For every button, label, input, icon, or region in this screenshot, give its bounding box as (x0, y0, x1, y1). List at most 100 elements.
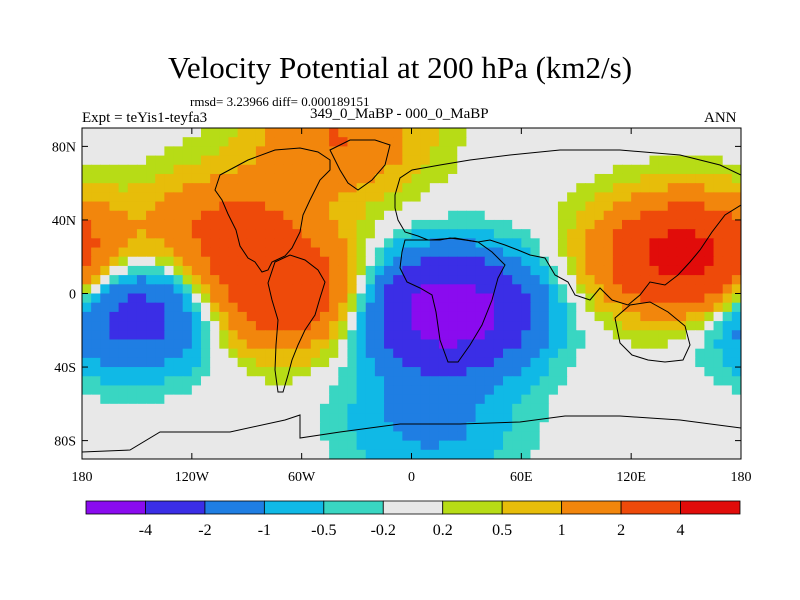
field-cell (402, 284, 413, 295)
field-cell (411, 293, 422, 304)
field-cell (640, 219, 651, 230)
field-cell (118, 247, 129, 258)
field-cell (438, 137, 449, 147)
field-cell (100, 229, 111, 239)
field-cell (704, 146, 715, 157)
field-cell (612, 146, 623, 157)
field-cell (512, 183, 522, 193)
field-cell (173, 339, 184, 350)
field-cell (82, 164, 92, 175)
field-cell (118, 357, 129, 368)
field-cell (301, 164, 312, 175)
field-cell (667, 275, 678, 285)
field-cell (548, 247, 559, 258)
field-cell (319, 403, 330, 414)
field-cell (695, 173, 705, 184)
field-cell (539, 247, 550, 258)
field-cell (338, 192, 349, 203)
field-cell (237, 422, 248, 433)
field-cell (722, 431, 733, 442)
field-cell (466, 357, 477, 368)
field-cell (329, 256, 339, 267)
field-cell (219, 275, 230, 285)
field-cell (658, 229, 669, 239)
field-cell (548, 238, 559, 249)
field-cell (265, 376, 275, 387)
field-cell (686, 284, 696, 295)
field-cell (521, 422, 532, 433)
field-cell (191, 413, 202, 423)
field-cell (475, 376, 486, 387)
field-cell (155, 431, 165, 442)
field-cell (136, 321, 147, 331)
field-cell (429, 210, 440, 221)
field-cell (493, 164, 504, 175)
field-cell (237, 376, 248, 387)
field-cell (283, 284, 294, 295)
field-cell (301, 357, 312, 368)
field-cell (384, 367, 394, 377)
field-cell (631, 275, 641, 285)
field-cell (612, 431, 623, 442)
field-cell (521, 339, 532, 350)
field-cell (429, 413, 440, 423)
field-cell (539, 422, 550, 433)
field-cell (265, 137, 275, 147)
field-cell (292, 440, 303, 451)
field-cell (173, 201, 184, 212)
field-cell (109, 219, 120, 230)
field-cell (283, 413, 294, 423)
field-cell (484, 413, 495, 423)
field-cell (127, 275, 138, 285)
field-cell (466, 201, 477, 212)
field-cell (329, 440, 339, 451)
field-cell (503, 238, 513, 249)
field-cell (667, 376, 678, 387)
field-cell (603, 229, 614, 239)
field-cell (356, 357, 367, 368)
field-cell (100, 164, 111, 175)
field-cell (109, 173, 120, 184)
field-cell (567, 219, 577, 230)
field-cell (127, 146, 138, 157)
field-cell (237, 247, 248, 258)
field-cell (246, 265, 257, 276)
field-cell (411, 330, 422, 341)
field-cell (686, 155, 696, 166)
field-cell (356, 155, 367, 166)
field-cell (658, 376, 669, 387)
field-cell (136, 128, 147, 138)
field-cell (246, 394, 257, 405)
field-cell (438, 348, 449, 359)
field-cell (319, 229, 330, 239)
field-cell (82, 302, 92, 313)
field-cell (676, 284, 687, 295)
field-cell (338, 219, 349, 230)
field-cell (237, 146, 248, 157)
field-cell (622, 348, 632, 359)
field-cell (612, 137, 623, 147)
field-cell (475, 311, 486, 322)
field-cell (356, 192, 367, 203)
field-cell (210, 183, 220, 193)
field-cell (448, 201, 458, 212)
field-cell (658, 183, 669, 193)
field-cell (503, 229, 513, 239)
field-cell (191, 256, 202, 267)
field-cell (274, 449, 284, 459)
field-cell (686, 210, 696, 221)
field-cell (484, 302, 495, 313)
field-cell (567, 128, 577, 138)
field-cell (237, 440, 248, 451)
field-cell (82, 238, 92, 249)
field-cell (191, 422, 202, 433)
field-cell (173, 311, 184, 322)
field-cell (100, 321, 111, 331)
field-cell (319, 155, 330, 166)
field-cell (722, 348, 733, 359)
field-cell (631, 394, 641, 405)
field-cell (374, 164, 385, 175)
field-cell (146, 210, 156, 221)
field-cell (622, 247, 632, 258)
field-cell (127, 201, 138, 212)
